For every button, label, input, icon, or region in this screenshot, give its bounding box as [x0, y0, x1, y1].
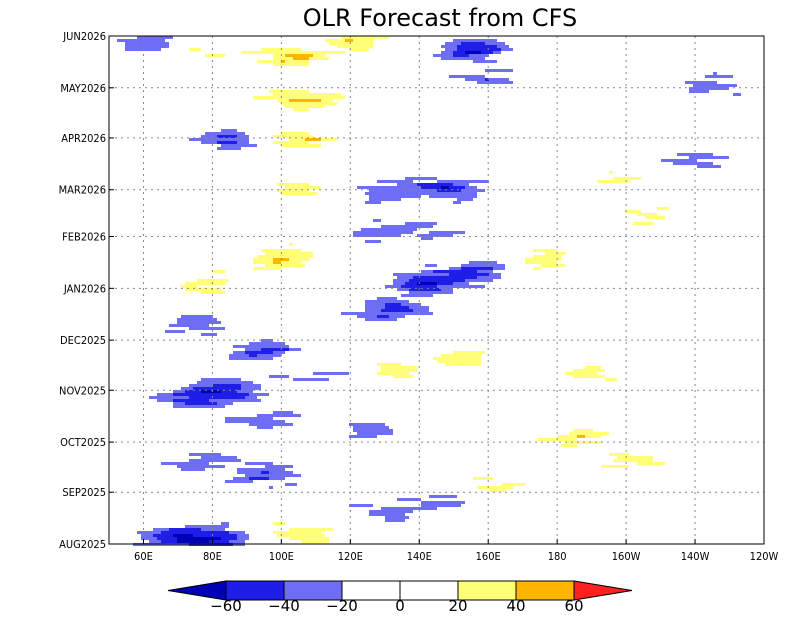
- y-tick-label: DEC2025: [60, 334, 106, 347]
- plot-frame: [108, 35, 765, 545]
- y-tick-label: JAN2026: [63, 282, 106, 295]
- colorbar-label: 20: [448, 597, 467, 615]
- x-tick-label: 120W: [750, 550, 779, 563]
- x-tick-label: 100E: [269, 550, 294, 563]
- colorbar: −60 −40 −20 0 20 40 60: [167, 580, 633, 615]
- colorbar-label: 40: [506, 597, 525, 615]
- y-tick-label: MAR2026: [59, 184, 106, 197]
- y-tick-label: JUN2026: [62, 30, 106, 43]
- y-tick-label: MAY2026: [60, 82, 106, 95]
- y-tick-label: APR2026: [61, 132, 106, 145]
- x-tick-label: 120E: [338, 550, 363, 563]
- grid-lines: [109, 36, 764, 544]
- y-axis: AUG2025 SEP2025 OCT2025 NOV2025 DEC2025 JAN20…: [59, 30, 114, 551]
- x-tick-label: 80E: [203, 550, 222, 563]
- x-tick-label: 160W: [612, 550, 641, 563]
- colorbar-label: 0: [395, 597, 405, 615]
- x-tick-label: 160E: [476, 550, 501, 563]
- y-tick-label: OCT2025: [60, 436, 106, 449]
- x-tick-label: 140E: [407, 550, 432, 563]
- y-tick-label: AUG2025: [59, 538, 106, 551]
- y-tick-label: SEP2025: [62, 486, 106, 499]
- x-tick-label: 60E: [134, 550, 153, 563]
- colorbar-label: 60: [564, 597, 583, 615]
- x-axis: 60E 80E 100E 120E 140E 160E 180 160W 140W 120W: [134, 539, 779, 563]
- chart-title: OLR Forecast from CFS: [303, 4, 578, 32]
- x-tick-label: 140W: [681, 550, 710, 563]
- y-tick-label: NOV2025: [59, 384, 106, 397]
- x-tick-label: 180: [548, 550, 567, 563]
- colorbar-label: −40: [268, 597, 300, 615]
- colorbar-label: −20: [326, 597, 358, 615]
- colorbar-upper-arrow: [573, 580, 633, 601]
- y-tick-label: FEB2026: [62, 231, 106, 244]
- olr-anomaly-field: [117, 36, 741, 546]
- colorbar-label: −60: [210, 597, 242, 615]
